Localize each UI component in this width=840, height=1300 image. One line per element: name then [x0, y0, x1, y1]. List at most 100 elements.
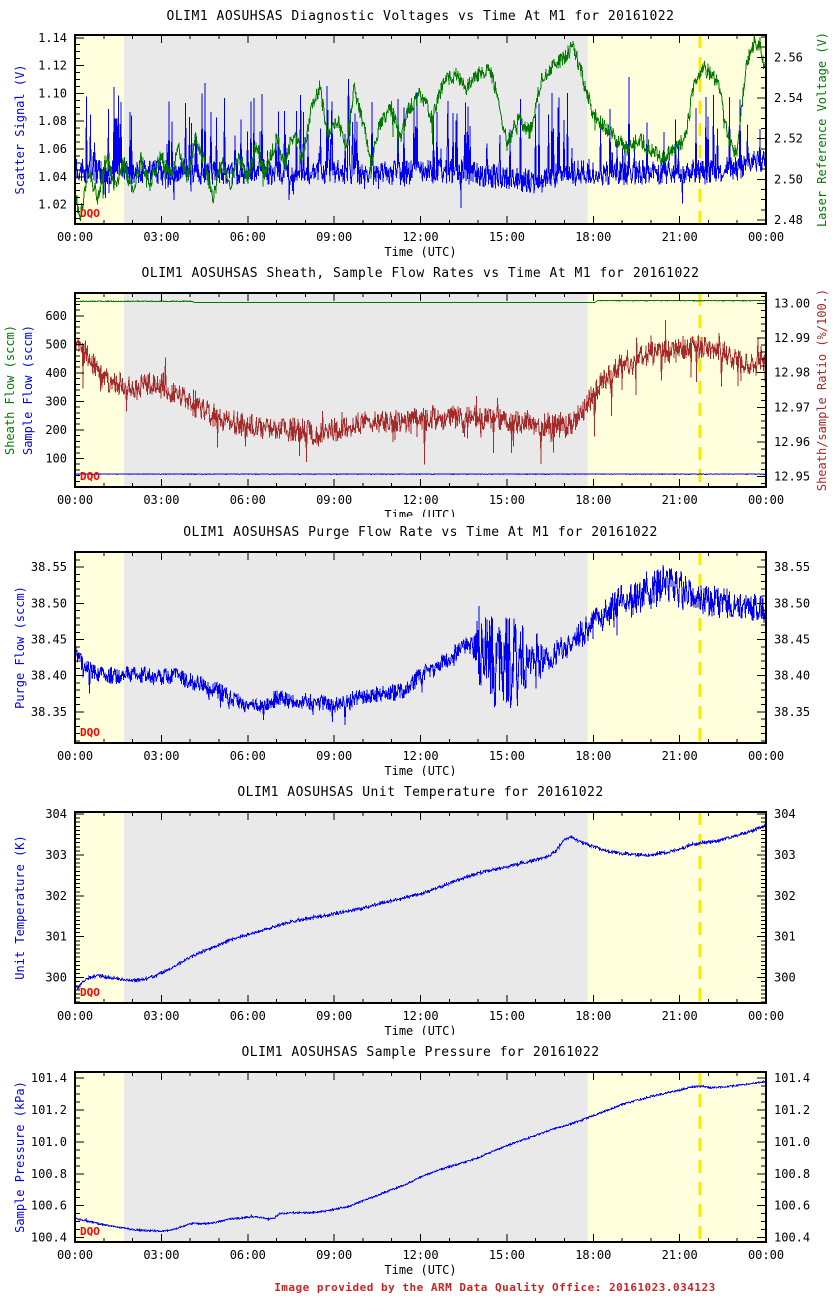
y-tick-label: 101.4: [774, 1071, 810, 1085]
x-tick-label: 00:00: [57, 1009, 93, 1023]
y-tick-label: 12.98: [774, 366, 810, 380]
quality-band: [587, 293, 766, 487]
y-tick-label: 12.99: [774, 331, 810, 345]
x-axis-title: Time (UTC): [384, 1024, 456, 1035]
x-tick-label: 12:00: [402, 230, 438, 244]
x-tick-label: 00:00: [748, 493, 784, 507]
y-tick-label: 300: [774, 971, 796, 985]
x-tick-label: 21:00: [662, 230, 698, 244]
chart-2: DQO 00:00 03:00 06:00 09:00 12:00 15:00 18:00 21…: [0, 258, 840, 517]
series-scatter-signal: [74, 77, 767, 208]
x-tick-label: 03:00: [143, 1009, 179, 1023]
y-tick-label: 1.08: [38, 114, 67, 128]
x-tick-label: 09:00: [316, 1248, 352, 1262]
quality-band: [75, 812, 124, 1003]
x-tick-label: 00:00: [57, 1248, 93, 1262]
x-tick-label: 03:00: [143, 230, 179, 244]
y-tick-label: 2.56: [774, 50, 803, 64]
left-axis-title: Sheath Flow (sccm): [3, 325, 17, 455]
dqo-flag: DQO: [80, 207, 100, 220]
y-tick-label: 38.45: [31, 633, 67, 647]
x-tick-label: 21:00: [662, 1009, 698, 1023]
x-tick-label: 18:00: [575, 749, 611, 763]
x-tick-label: 00:00: [748, 1248, 784, 1262]
x-tick-label: 09:00: [316, 749, 352, 763]
x-tick-label: 09:00: [316, 493, 352, 507]
quality-band: [587, 1072, 766, 1242]
x-tick-label: 18:00: [575, 1009, 611, 1023]
x-tick-label: 06:00: [230, 230, 266, 244]
left-axis-title: Sample Pressure (kPa): [13, 1081, 27, 1233]
y-tick-label: 2.50: [774, 172, 803, 186]
x-tick-label: 15:00: [489, 1009, 525, 1023]
x-tick-label: 12:00: [402, 493, 438, 507]
y-tick-label: 101.2: [774, 1103, 810, 1117]
y-tick-label: 38.45: [774, 633, 810, 647]
y-tick-label: 302: [774, 889, 796, 903]
y-tick-label: 2.48: [774, 213, 803, 227]
y-tick-label: 304: [45, 807, 67, 821]
chart-title: OLIM1 AOSUHSAS Purge Flow Rate vs Time A…: [183, 525, 658, 540]
series-sheath-sample-ratio: [74, 320, 767, 465]
chart-title: OLIM1 AOSUHSAS Unit Temperature for 2016…: [237, 785, 603, 800]
x-tick-label: 18:00: [575, 1248, 611, 1262]
y-tick-label: 12.96: [774, 435, 810, 449]
y-tick-label: 304: [774, 807, 796, 821]
x-tick-label: 03:00: [143, 749, 179, 763]
quality-band: [123, 1072, 588, 1242]
y-tick-label: 400: [45, 366, 67, 380]
right-axis-title: Laser Reference Voltage (V): [815, 32, 829, 227]
y-tick-label: 301: [774, 930, 796, 944]
x-tick-label: 09:00: [316, 230, 352, 244]
x-tick-label: 15:00: [489, 1248, 525, 1262]
y-tick-label: 12.97: [774, 400, 810, 414]
chart-5-svg: DQO 00:00 03:00 06:00 09:00 12:00 15:00 18:00 21…: [13, 1045, 810, 1277]
y-tick-label: 1.12: [38, 59, 67, 73]
left-axis-title: Sample Flow (sccm): [21, 325, 35, 455]
x-tick-label: 06:00: [230, 749, 266, 763]
series-sheath-flow: [74, 300, 767, 304]
chart-2-svg: DQO 00:00 03:00 06:00 09:00 12:00 15:00 18:00 21…: [3, 266, 829, 517]
y-tick-label: 2.52: [774, 132, 803, 146]
x-tick-label: 00:00: [748, 749, 784, 763]
x-tick-label: 12:00: [402, 1248, 438, 1262]
right-axis-title: Sheath/sample Ratio (%/100.): [815, 289, 829, 491]
x-tick-label: 15:00: [489, 493, 525, 507]
x-tick-label: 06:00: [230, 1248, 266, 1262]
x-tick-label: 21:00: [662, 493, 698, 507]
y-tick-label: 500: [45, 337, 67, 351]
y-tick-label: 12.95: [774, 470, 810, 484]
quality-band: [75, 1072, 124, 1242]
chart-title: OLIM1 AOSUHSAS Sheath, Sample Flow Rates…: [142, 266, 700, 281]
x-tick-label: 00:00: [57, 749, 93, 763]
y-tick-label: 1.14: [38, 31, 67, 45]
footer-credit: Image provided by the ARM Data Quality O…: [274, 1281, 716, 1294]
left-axis-title: Scatter Signal (V): [13, 64, 27, 194]
chart-title: OLIM1 AOSUHSAS Sample Pressure for 20161…: [241, 1045, 599, 1060]
y-tick-label: 2.54: [774, 91, 803, 105]
series-laser-reference-voltage: [74, 34, 767, 222]
x-tick-label: 03:00: [143, 1248, 179, 1262]
y-tick-label: 100.4: [774, 1231, 810, 1245]
x-tick-label: 18:00: [575, 493, 611, 507]
x-tick-label: 12:00: [402, 1009, 438, 1023]
y-tick-label: 38.40: [31, 669, 67, 683]
chart-4: DQO 00:00 03:00 06:00 09:00 12:00 15:00 18:00 21…: [0, 776, 840, 1035]
y-tick-label: 1.10: [38, 86, 67, 100]
quality-band: [123, 35, 588, 224]
y-tick-label: 100.6: [774, 1199, 810, 1213]
y-tick-label: 38.35: [31, 705, 67, 719]
x-axis-title: Time (UTC): [384, 764, 456, 776]
y-tick-label: 1.04: [38, 170, 67, 184]
y-tick-label: 38.50: [31, 596, 67, 610]
x-tick-label: 03:00: [143, 493, 179, 507]
y-tick-label: 200: [45, 423, 67, 437]
left-axis-title: Purge Flow (sccm): [13, 586, 27, 709]
quality-band: [75, 552, 124, 743]
quality-band: [587, 35, 766, 224]
series-sample-pressure: [74, 1080, 767, 1233]
y-tick-label: 1.06: [38, 142, 67, 156]
dqo-flag: DQO: [80, 986, 100, 999]
x-tick-label: 09:00: [316, 1009, 352, 1023]
series-unit-temperature: [74, 823, 767, 990]
